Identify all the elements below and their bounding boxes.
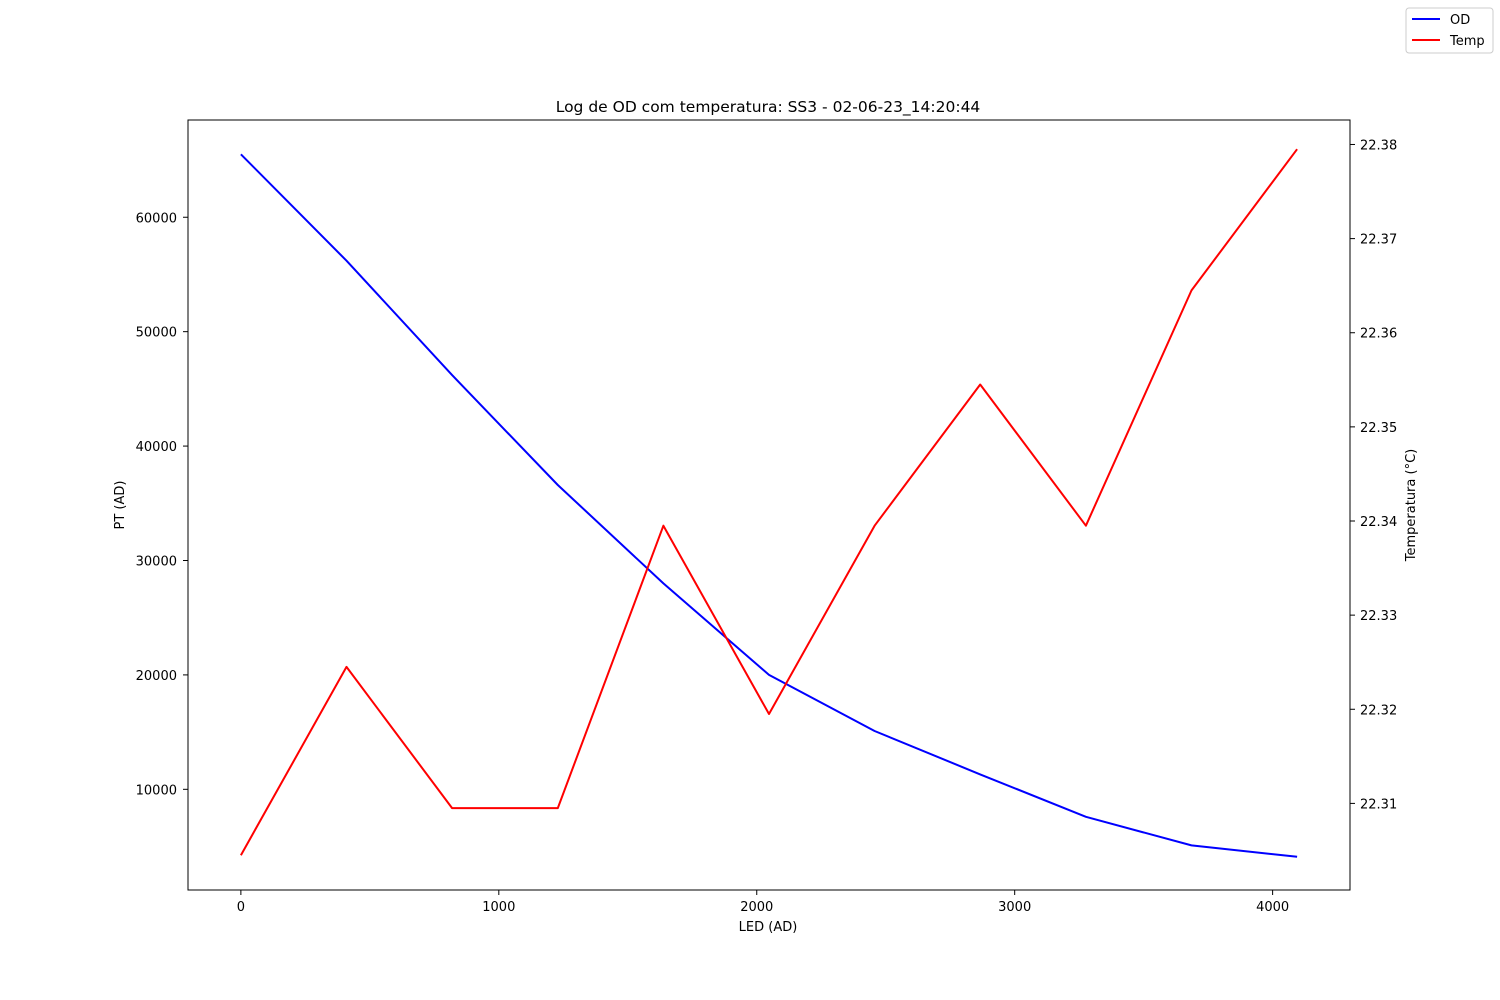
y2-axis-label: Temperatura (°C) [1404,449,1419,562]
y-tick-label: 40000 [136,440,177,455]
y2-tick-label: 22.33 [1360,609,1397,624]
y2-tick-label: 22.36 [1360,327,1397,342]
x-tick-label: 4000 [1256,900,1289,915]
series-line-od [240,153,1298,858]
plot-area: 0 1000 2000 3000 4000 10000 20000 30000 40000 500… [136,119,1397,915]
chart-title: Log de OD com temperatura: SS3 - 02-06-2… [556,98,981,117]
x-tick-label: 2000 [740,900,773,915]
y-tick-label: 20000 [136,669,177,684]
legend-label-od: OD [1450,13,1470,28]
y2-tick-label: 22.34 [1360,515,1397,530]
y2-tick-label: 22.38 [1360,138,1397,153]
x-tick-label: 3000 [998,900,1031,915]
legend: OD Temp [1405,7,1494,54]
y-tick-label: 50000 [136,326,177,341]
x-axis-label: LED (AD) [739,920,798,935]
y-tick-label: 10000 [136,783,177,798]
series-line-temp [240,148,1298,856]
y-tick-label: 30000 [136,554,177,569]
y2-tick-label: 22.31 [1360,797,1397,812]
y2-tick-label: 22.35 [1360,421,1397,436]
plot-frame [187,119,1351,891]
x-tick-label: 0 [237,900,245,915]
y2-tick-label: 22.37 [1360,233,1397,248]
y-tick-label: 60000 [136,211,177,226]
y2-tick-label: 22.32 [1360,703,1397,718]
x-tick-label: 1000 [482,900,515,915]
legend-label-temp: Temp [1449,34,1485,49]
y-axis-label: PT (AD) [113,481,128,530]
